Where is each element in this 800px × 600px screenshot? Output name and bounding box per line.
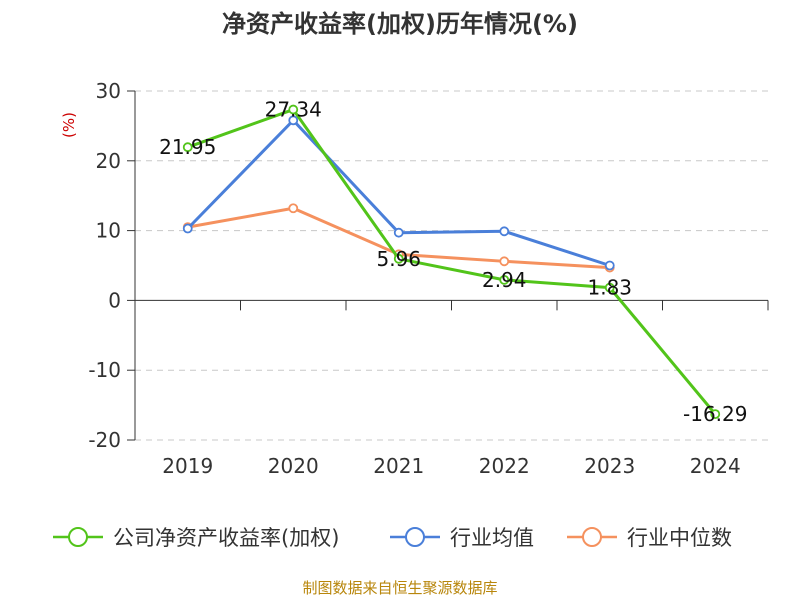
series-line-1 xyxy=(186,118,611,267)
legend[interactable]: 公司净资产收益率(加权) 行业均值 行业中位数 xyxy=(53,526,732,550)
data-point xyxy=(182,142,193,153)
data-point xyxy=(393,253,404,264)
legend-item-1[interactable]: 行业均值 xyxy=(390,526,534,550)
series-line-0 xyxy=(187,108,717,416)
data-point xyxy=(288,203,299,214)
data-point xyxy=(182,223,193,234)
data-point xyxy=(393,227,404,238)
data-point xyxy=(604,282,615,293)
x-tick-label: 2021 xyxy=(373,454,424,478)
x-tick-label: 2019 xyxy=(162,454,213,478)
data-labels: 21.95 27.34 5.96 2.94 1.83 -16.29 xyxy=(159,98,747,427)
legend-label: 行业中位数 xyxy=(627,526,732,550)
legend-item-2[interactable]: 行业中位数 xyxy=(567,526,732,550)
data-point xyxy=(288,104,299,115)
data-label: 21.95 xyxy=(159,135,216,159)
legend-label: 公司净资产收益率(加权) xyxy=(113,526,339,550)
legend-marker xyxy=(582,527,602,547)
data-label: -16.29 xyxy=(683,402,747,426)
data-point xyxy=(499,274,510,285)
data-point xyxy=(604,260,615,271)
x-tick-label: 2024 xyxy=(690,454,741,478)
legend-marker xyxy=(405,527,425,547)
y-tick-label: 20 xyxy=(96,149,121,173)
data-point xyxy=(499,226,510,237)
legend-item-0[interactable]: 公司净资产收益率(加权) xyxy=(53,526,339,550)
legend-label: 行业均值 xyxy=(450,526,534,550)
data-label: 2.94 xyxy=(482,268,527,292)
y-tick-label: -10 xyxy=(88,358,121,382)
data-point xyxy=(499,256,510,267)
data-point xyxy=(288,115,299,126)
x-tick-label: 2023 xyxy=(584,454,635,478)
data-label: 1.83 xyxy=(587,276,632,300)
legend-marker xyxy=(68,527,88,547)
data-point xyxy=(710,409,721,420)
series xyxy=(182,104,721,420)
chart-title: 净资产收益率(加权)历年情况(%) xyxy=(222,10,578,38)
y-tick-label: 10 xyxy=(96,219,121,243)
data-label: 5.96 xyxy=(376,247,421,271)
y-tick-label: 0 xyxy=(108,288,121,312)
source-note: 制图数据来自恒生聚源数据库 xyxy=(302,579,497,597)
axes: 30 20 10 0 -10 -20 2019 2020 2021 2022 2023 2024 xyxy=(88,79,769,478)
x-tick-label: 2020 xyxy=(268,454,319,478)
y-axis-unit: (%) xyxy=(60,112,78,138)
y-tick-label: -20 xyxy=(88,428,121,452)
x-tick-label: 2022 xyxy=(479,454,530,478)
data-label: 27.34 xyxy=(265,98,322,122)
y-tick-label: 30 xyxy=(96,79,121,103)
grid xyxy=(135,90,768,441)
